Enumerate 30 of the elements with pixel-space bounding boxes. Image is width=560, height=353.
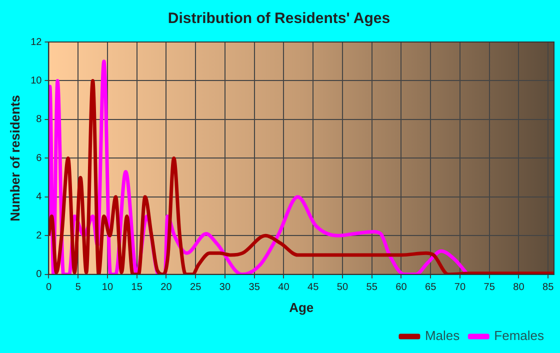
x-tick-label: 25 xyxy=(190,282,202,294)
x-tick-label: 65 xyxy=(425,282,437,294)
x-axis-title: Age xyxy=(289,300,314,315)
y-tick-label: 10 xyxy=(30,75,42,86)
legend-label: Females xyxy=(494,328,544,344)
y-tick-label: 6 xyxy=(36,152,42,164)
x-tick-label: 35 xyxy=(248,282,260,294)
x-tick-label: 0 xyxy=(46,282,52,294)
x-tick-label: 80 xyxy=(513,282,525,294)
x-tick-label: 70 xyxy=(454,282,466,294)
x-tick-label: 60 xyxy=(396,282,408,294)
y-tick-label: 0 xyxy=(36,269,42,280)
x-tick-label: 45 xyxy=(308,282,320,294)
x-tick-label: 50 xyxy=(336,282,348,294)
y-tick-label: 4 xyxy=(36,192,42,203)
y-axis-title: Number of residents xyxy=(7,94,22,222)
x-tick-label: 5 xyxy=(75,282,82,294)
x-tick-label: 40 xyxy=(278,282,290,294)
y-tick-label: 2 xyxy=(36,230,42,242)
x-tick-label: 85 xyxy=(542,282,554,294)
chart-title: Distribution of Residents' Ages xyxy=(168,10,390,28)
x-tick-label: 20 xyxy=(160,282,172,294)
x-tick-label: 10 xyxy=(102,282,114,294)
x-tick-label: 30 xyxy=(219,282,231,294)
x-tick-label: 15 xyxy=(131,282,143,294)
y-tick-label: 8 xyxy=(36,114,42,126)
legend-label: Males xyxy=(424,328,460,344)
x-tick-label: 55 xyxy=(366,282,378,294)
x-tick-label: 75 xyxy=(484,282,496,294)
y-tick-label: 12 xyxy=(30,36,42,48)
